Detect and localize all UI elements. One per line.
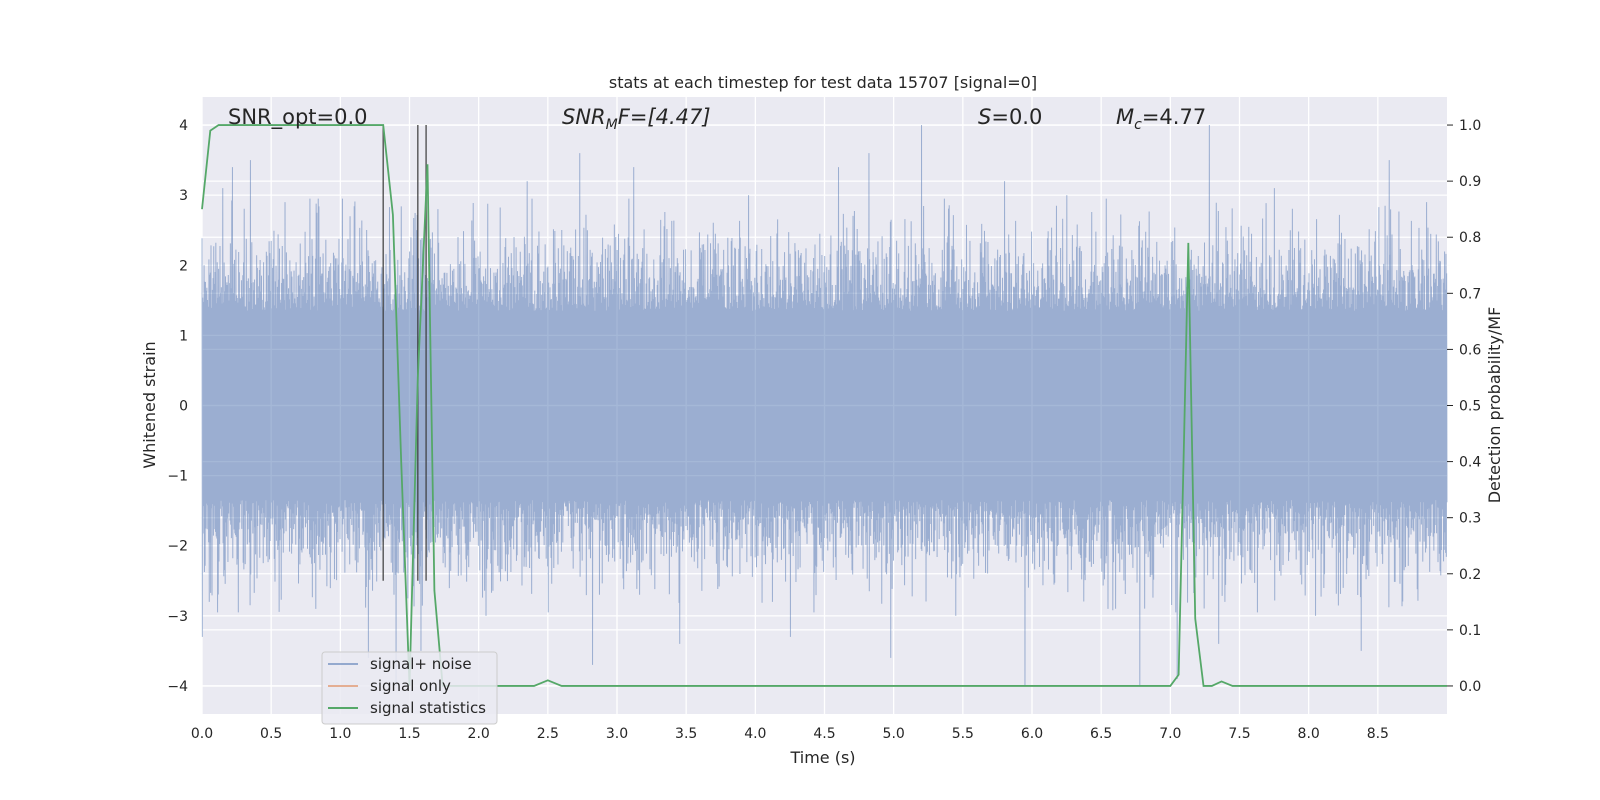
y-tick-label-right: 0.5	[1459, 399, 1481, 415]
annotation-mc-value: =4.77	[1142, 105, 1206, 129]
x-tick-label: 7.5	[1228, 726, 1250, 742]
annotation-s-symbol: S	[978, 105, 991, 129]
annotation-snr-mf: SNRMF=[4.47]	[562, 105, 711, 133]
annotation-snr-mf-value: F=[4.47]	[618, 105, 711, 129]
x-tick-label: 4.5	[813, 726, 835, 742]
x-tick-label: 5.5	[952, 726, 974, 742]
y-tick-label-right: 0.7	[1459, 286, 1481, 302]
x-tick-label: 1.0	[329, 726, 351, 742]
y-tick-label-left: −3	[167, 609, 188, 625]
y-tick-label-right: 0.0	[1459, 679, 1481, 695]
signal-noise-line	[201, 125, 1448, 686]
x-tick-label: 0.0	[191, 726, 213, 742]
annotation-mc-symbol: M	[1116, 105, 1134, 129]
y-tick-label-right: 0.3	[1459, 511, 1481, 527]
axis-ticks: 0.0 0.5 1.0 1.5 2.0 2.5 3.0 3.5 4.0 4.5 5.0 5.5 6.0 6…	[167, 118, 1481, 742]
y-tick-label-left: 3	[179, 188, 188, 204]
y-tick-label-right: 1.0	[1459, 118, 1481, 134]
x-tick-label: 6.0	[1021, 726, 1043, 742]
y-tick-label-right: 0.8	[1459, 230, 1481, 246]
legend-label-signal-only: signal only	[370, 677, 451, 695]
x-tick-label: 1.5	[398, 726, 420, 742]
annotation-s-value: =0.0	[991, 105, 1042, 129]
y-tick-label-left: 0	[179, 399, 188, 415]
y-tick-label-left: −4	[167, 679, 188, 695]
annotation-snr-opt: SNR_opt=0.0	[228, 105, 368, 130]
x-tick-label: 4.0	[744, 726, 766, 742]
y-tick-label-left: −1	[167, 469, 188, 485]
y-tick-label-right: 0.6	[1459, 342, 1481, 358]
x-tick-label: 2.5	[537, 726, 559, 742]
y-tick-label-left: 1	[179, 328, 188, 344]
annotation-snr-mf-subscript: M	[606, 117, 618, 133]
x-tick-label: 3.5	[675, 726, 697, 742]
legend-frame	[321, 651, 498, 725]
legend-label-signal-noise: signal+ noise	[370, 655, 472, 673]
y-tick-label-right: 0.9	[1459, 174, 1481, 190]
y-tick-label-right: 0.2	[1459, 567, 1481, 583]
x-tick-label: 0.5	[260, 726, 282, 742]
series-signal-noise	[201, 125, 1448, 686]
x-tick-label: 8.0	[1298, 726, 1320, 742]
y-tick-label-left: 2	[179, 258, 188, 274]
x-tick-label: 2.0	[468, 726, 490, 742]
y-axis-label-left: Whitened strain	[140, 341, 159, 468]
x-tick-label: 7.0	[1159, 726, 1181, 742]
x-tick-label: 5.0	[883, 726, 905, 742]
annotation-mc: Mc=4.77	[1116, 105, 1206, 133]
chart-title: stats at each timestep for test data 157…	[609, 73, 1037, 92]
y-tick-label-left: −2	[167, 539, 188, 555]
y-tick-label-right: 0.4	[1459, 455, 1481, 471]
y-tick-label-right: 0.1	[1459, 623, 1481, 639]
annotation-snr-mf-symbol: SNR	[562, 105, 606, 129]
x-tick-label: 6.5	[1090, 726, 1112, 742]
y-tick-label-left: 4	[179, 118, 188, 134]
signal-statistics-line	[201, 124, 1447, 687]
x-tick-label: 3.0	[606, 726, 628, 742]
series-signal-statistics	[201, 124, 1447, 687]
y-axis-label-right: Detection probability/MF	[1485, 307, 1504, 504]
x-axis-label: Time (s)	[789, 748, 855, 767]
annotation-mc-subscript: c	[1134, 117, 1142, 133]
x-tick-label: 8.5	[1367, 726, 1389, 742]
legend-label-signal-statistics: signal statistics	[370, 699, 486, 717]
annotation-s: S=0.0	[978, 105, 1042, 129]
legend: signal+ noise signal only signal statist…	[321, 651, 498, 725]
